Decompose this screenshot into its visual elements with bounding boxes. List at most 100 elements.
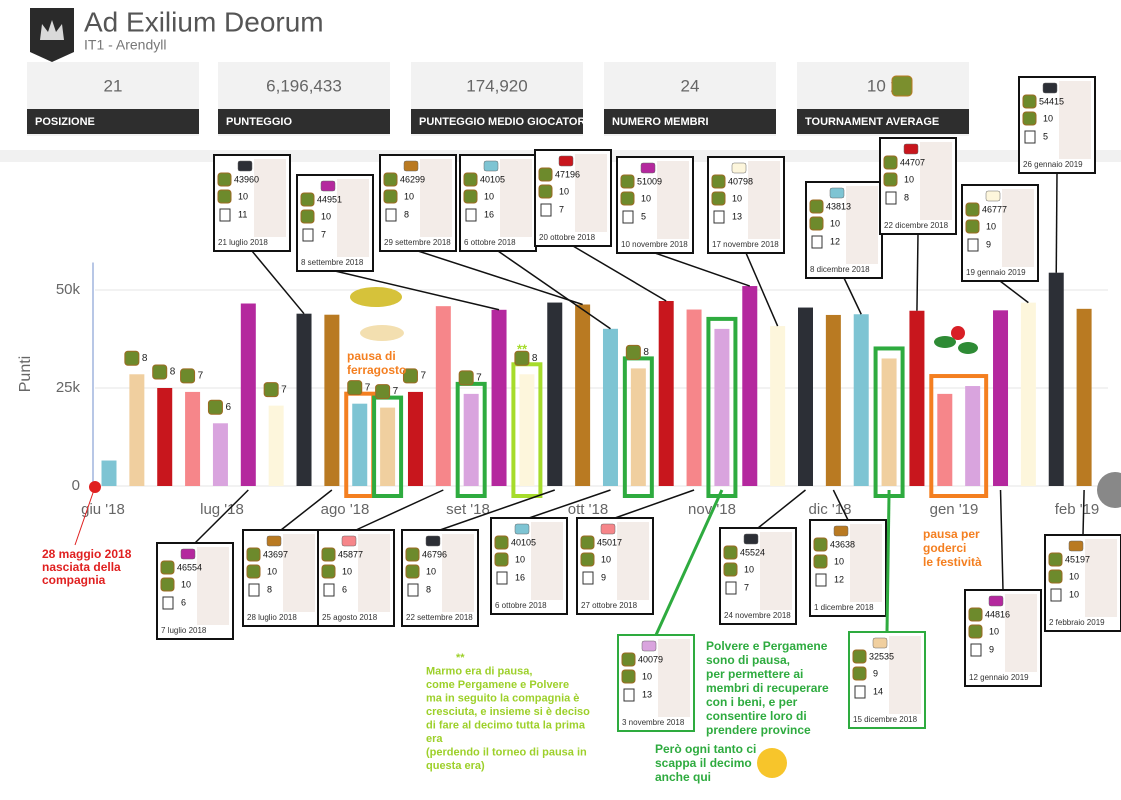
card-a: 10 xyxy=(986,221,996,231)
card-badge-icon xyxy=(621,669,636,684)
card-b: 12 xyxy=(830,236,840,246)
card-connector xyxy=(572,245,667,302)
card-badge-icon xyxy=(538,184,553,199)
card-badge-icon xyxy=(711,174,726,189)
x-tick-label: gen '19 xyxy=(930,501,979,518)
stat-label-bar xyxy=(797,109,969,134)
card-a: 10 xyxy=(181,579,191,589)
note-line: anche qui xyxy=(655,770,711,784)
emoji-icon xyxy=(757,748,787,778)
badge-icon xyxy=(207,399,223,415)
bar xyxy=(575,304,591,486)
badge-label: 7 xyxy=(198,371,204,382)
card-badge-icon xyxy=(246,547,261,562)
card-badge-icon xyxy=(321,564,336,579)
card-rank-icon xyxy=(407,583,419,597)
badge-label: 7 xyxy=(393,386,399,397)
card-points: 44951 xyxy=(317,194,342,204)
card-badge-icon xyxy=(383,172,398,187)
card-b: 8 xyxy=(267,584,272,594)
card-badge-icon xyxy=(1022,111,1037,126)
card-a: 10 xyxy=(426,566,436,576)
card-b: 9 xyxy=(601,572,606,582)
card-rank-icon xyxy=(713,210,725,224)
card-resource-icon xyxy=(341,535,357,547)
card-connector xyxy=(745,252,779,327)
stat-label-bar xyxy=(604,109,776,134)
card-b: 7 xyxy=(744,582,749,592)
bar xyxy=(853,314,869,486)
card-rank-icon xyxy=(885,191,897,205)
card-badge-icon xyxy=(968,624,983,639)
card-badge-icon xyxy=(968,607,983,622)
stat-label: PUNTEGGIO MEDIO GIOCATORI xyxy=(419,116,589,128)
card-date: 25 agosto 2018 xyxy=(322,613,378,622)
bar xyxy=(185,391,201,486)
card-a: 10 xyxy=(484,191,494,201)
card-badge-icon xyxy=(160,560,175,575)
note-line: ma in seguito la compagnia è xyxy=(426,692,579,704)
card-bg xyxy=(1059,81,1091,159)
card-rank-icon xyxy=(725,581,737,595)
card-a: 10 xyxy=(641,193,651,203)
card-points: 43697 xyxy=(263,549,288,559)
card-connector xyxy=(355,489,444,531)
badge-icon xyxy=(263,382,279,398)
note-line: scappa il decimo xyxy=(655,756,752,770)
card-badge-icon xyxy=(217,172,232,187)
card-rank-icon xyxy=(540,203,552,217)
card-badge-icon xyxy=(723,545,738,560)
badge-icon xyxy=(625,344,641,360)
card-rank-icon xyxy=(323,583,335,597)
note-line: Polvere e Pergamene xyxy=(706,639,828,653)
card-connector xyxy=(194,489,249,544)
bar xyxy=(296,313,312,486)
card-connector xyxy=(614,489,695,519)
badge-label: 7 xyxy=(365,382,371,393)
card-badge-icon xyxy=(463,172,478,187)
x-tick-label: ago '18 xyxy=(321,501,370,518)
card-b: 14 xyxy=(873,686,883,696)
note-line: prendere province xyxy=(706,723,811,737)
card-connector xyxy=(999,280,1029,304)
stat-label-bar xyxy=(411,109,583,134)
card-badge-icon xyxy=(852,666,867,681)
card-a: 10 xyxy=(601,554,611,564)
card-b: 16 xyxy=(484,209,494,219)
card-points: 40105 xyxy=(511,537,536,547)
note-line: pausa per xyxy=(923,527,980,541)
card-bg xyxy=(748,161,780,239)
card-points: 45017 xyxy=(597,537,622,547)
bar xyxy=(352,403,368,486)
card-resource-icon xyxy=(483,160,499,172)
card-b: 8 xyxy=(404,209,409,219)
card-date: 3 novembre 2018 xyxy=(622,718,685,727)
card-points: 40105 xyxy=(480,174,505,184)
card-badge-icon xyxy=(621,652,636,667)
card-badge-icon xyxy=(300,192,315,207)
x-tick-label: feb '19 xyxy=(1055,501,1100,518)
bar xyxy=(212,423,228,486)
logo xyxy=(30,8,74,62)
card-badge-icon xyxy=(405,564,420,579)
card-badge-icon xyxy=(321,547,336,562)
card-b: 10 xyxy=(1069,589,1079,599)
card-resource-icon xyxy=(320,180,336,192)
card-b: 9 xyxy=(989,644,994,654)
card-points: 43638 xyxy=(830,539,855,549)
card-rank-icon xyxy=(582,571,594,585)
note-line: cresciuta, e insieme si è deciso xyxy=(426,706,590,718)
note-line: consentire loro di xyxy=(706,709,807,723)
card-bg xyxy=(889,636,921,714)
note-line: Però ogni tanto ci xyxy=(655,742,756,756)
card-b: 8 xyxy=(426,584,431,594)
card-b: 5 xyxy=(641,211,646,221)
card-badge-icon xyxy=(580,552,595,567)
card-bg xyxy=(617,522,649,600)
note-line: sono di pausa, xyxy=(706,653,790,667)
card-b: 12 xyxy=(834,574,844,584)
card-b: 13 xyxy=(732,211,742,221)
card-resource-icon xyxy=(988,595,1004,607)
card-a: 10 xyxy=(830,218,840,228)
